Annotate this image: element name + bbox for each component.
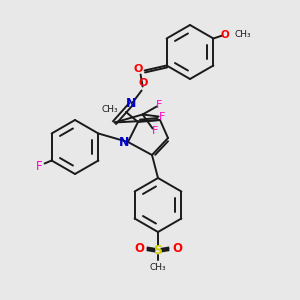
- Text: O: O: [134, 64, 143, 74]
- Text: O: O: [134, 242, 144, 256]
- Text: O: O: [172, 242, 182, 256]
- Text: N: N: [125, 97, 136, 110]
- Text: CH₃: CH₃: [150, 262, 166, 272]
- Text: O: O: [220, 29, 229, 40]
- Text: N: N: [119, 136, 129, 148]
- Text: F: F: [158, 112, 165, 122]
- Text: O: O: [139, 79, 148, 88]
- Text: F: F: [36, 160, 43, 173]
- Text: F: F: [152, 125, 158, 136]
- Text: CH₃: CH₃: [101, 104, 118, 113]
- Text: CH₃: CH₃: [234, 30, 251, 39]
- Text: S: S: [154, 244, 163, 256]
- Text: F: F: [155, 100, 162, 110]
